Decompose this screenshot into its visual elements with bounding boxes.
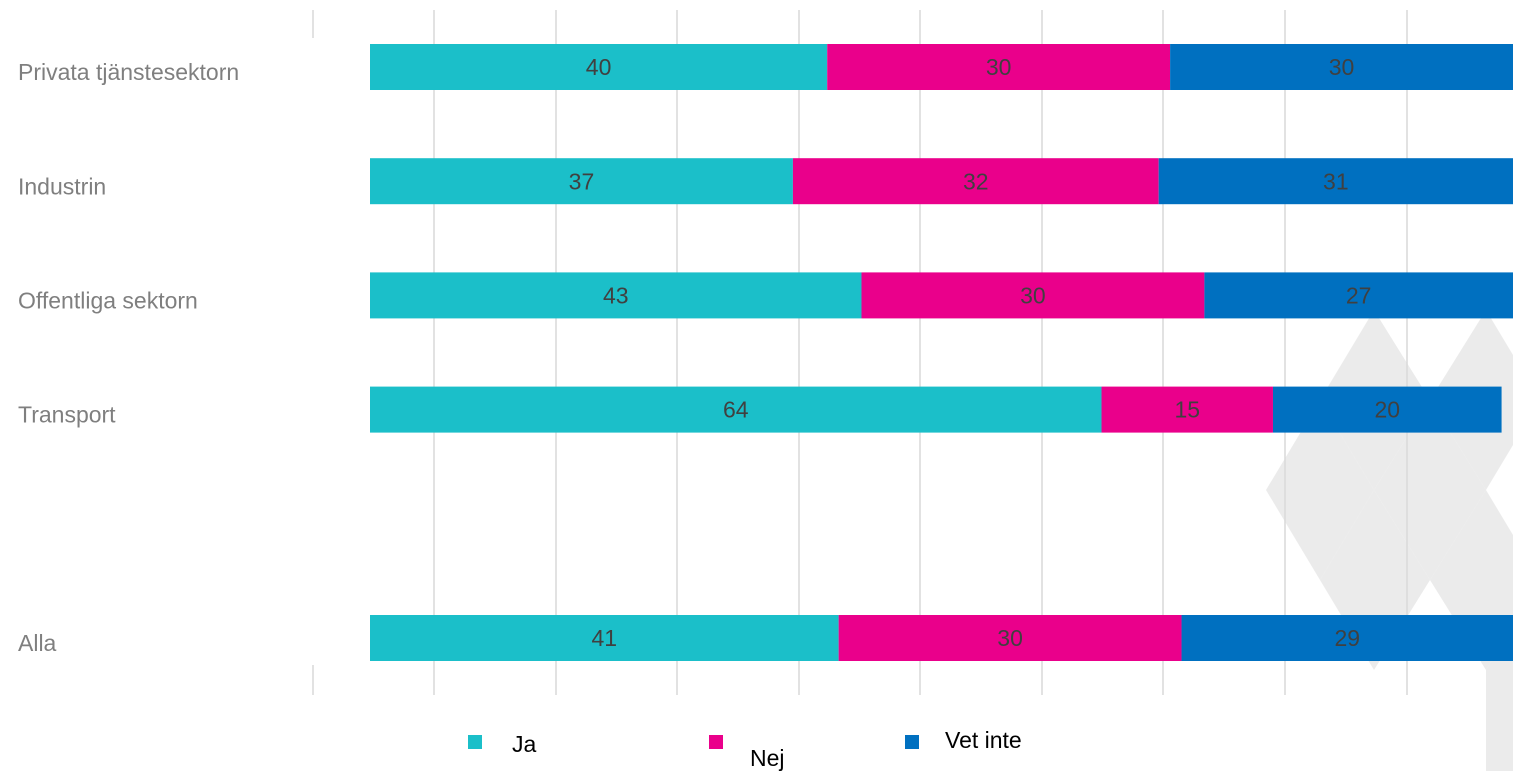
bar-segment: [1272, 386, 1502, 433]
category-label: Alla: [18, 630, 57, 656]
value-label: 30: [1329, 54, 1355, 80]
value-label: 30: [1020, 282, 1046, 308]
value-label: 30: [997, 625, 1023, 651]
grid: [312, 10, 1408, 695]
category-label: Privata tjänstesektorn: [18, 59, 239, 85]
bar-segment: [370, 158, 793, 205]
bar-segment: [838, 615, 1182, 661]
legend-swatch: [468, 735, 482, 749]
value-label: 15: [1174, 397, 1200, 423]
bar-segment: [370, 44, 828, 90]
legend-label: Nej: [750, 745, 785, 771]
bar-segment: [861, 272, 1205, 319]
value-label: 64: [723, 397, 749, 423]
bar-segment: [370, 615, 839, 661]
bar-segment: [1181, 615, 1513, 661]
category-label: Transport: [18, 402, 116, 428]
value-label: 37: [569, 168, 595, 194]
value-label: 43: [603, 282, 629, 308]
bar-segment: [1170, 44, 1513, 90]
category-label: Industrin: [18, 173, 106, 199]
value-label: 29: [1334, 625, 1360, 651]
value-label: 27: [1346, 282, 1372, 308]
category-label: Offentliga sektorn: [18, 287, 198, 313]
value-label: 30: [986, 54, 1012, 80]
value-label: 41: [592, 625, 618, 651]
value-label: 32: [963, 168, 989, 194]
legend-swatch: [905, 735, 919, 749]
value-label: 31: [1323, 168, 1349, 194]
legend-swatch: [709, 735, 723, 749]
bar-segment: [1158, 158, 1513, 205]
bar-segment: [792, 158, 1159, 205]
value-label: 40: [586, 54, 612, 80]
legend-label: Vet inte: [945, 727, 1022, 753]
bar-segment: [370, 386, 1102, 433]
bar-segment: [827, 44, 1171, 90]
bar-segment: [1204, 272, 1513, 319]
legend-label: Ja: [512, 731, 537, 757]
background-pattern: [1266, 310, 1513, 771]
bar-segment: [370, 272, 862, 319]
value-label: 20: [1374, 397, 1400, 423]
bar-segment: [1101, 386, 1273, 433]
